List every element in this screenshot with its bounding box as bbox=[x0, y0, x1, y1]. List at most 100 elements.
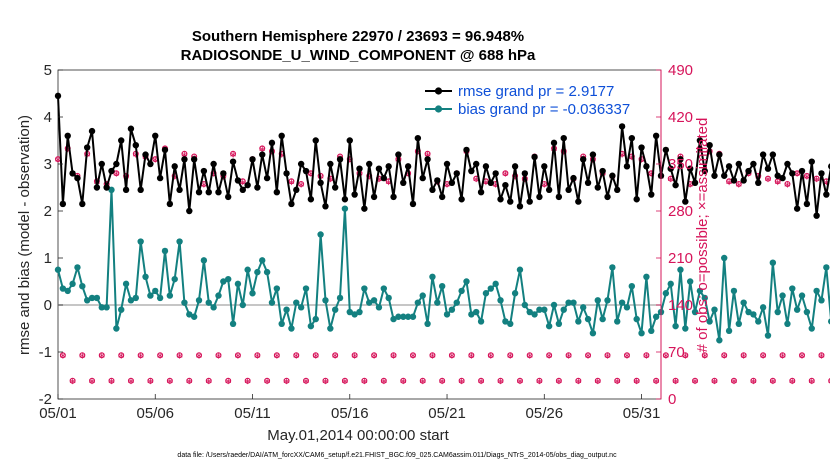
rmse-point bbox=[628, 134, 636, 142]
obs-possible-marker bbox=[69, 377, 76, 384]
rmse-point bbox=[755, 179, 762, 186]
obs-assimilated-marker: * bbox=[293, 352, 300, 367]
bias-point bbox=[555, 320, 563, 327]
rmse-point bbox=[307, 196, 315, 203]
bias-point bbox=[793, 306, 801, 313]
obs-possible-marker bbox=[225, 377, 232, 384]
rmse-point bbox=[147, 160, 154, 168]
bias-point bbox=[526, 308, 533, 316]
bias-point bbox=[662, 290, 670, 297]
obs-assimilated-marker: * bbox=[118, 352, 125, 367]
rmse-point bbox=[288, 200, 295, 208]
rmse-point bbox=[774, 172, 781, 179]
bias-point bbox=[468, 311, 475, 318]
rmse-point bbox=[59, 200, 67, 208]
y-left-tick-label: 4 bbox=[44, 109, 52, 126]
y-right-tick-label: 70 bbox=[668, 344, 685, 361]
obs-possible-marker bbox=[565, 352, 572, 359]
obs-possible-marker bbox=[828, 377, 830, 384]
rmse-point bbox=[93, 184, 101, 191]
obs-possible-marker bbox=[137, 352, 144, 359]
obs-assimilated-marker: * bbox=[478, 377, 485, 392]
rmse-point bbox=[604, 193, 611, 201]
bias-point bbox=[550, 301, 558, 309]
obs-assimilated-marker: * bbox=[565, 352, 572, 367]
obs-assimilated-marker: * bbox=[604, 352, 611, 367]
bias-point bbox=[604, 297, 611, 304]
y-right-tick-label: 280 bbox=[668, 203, 693, 220]
rmse-point bbox=[560, 134, 567, 142]
bias-point bbox=[511, 290, 519, 297]
obs-possible-marker bbox=[760, 352, 767, 359]
bias-point bbox=[502, 318, 509, 325]
rmse-point bbox=[492, 170, 499, 177]
obs-assimilated-marker: * bbox=[789, 377, 796, 392]
obs-assimilated-marker: * bbox=[395, 156, 402, 171]
bias-point bbox=[147, 292, 154, 299]
bias-point bbox=[64, 287, 71, 295]
rmse-point bbox=[735, 160, 743, 168]
rmse-point bbox=[711, 172, 718, 179]
rmse-point bbox=[380, 174, 388, 182]
rmse-point bbox=[64, 132, 71, 139]
obs-possible-marker bbox=[371, 352, 378, 359]
rmse-point bbox=[701, 167, 708, 175]
rmse-point bbox=[195, 189, 203, 196]
rmse-point bbox=[356, 165, 363, 172]
obs-assimilated-marker: * bbox=[813, 175, 820, 190]
obs-assimilated-marker: * bbox=[687, 180, 694, 195]
bias-point bbox=[633, 315, 640, 323]
obs-assimilated-marker: * bbox=[721, 352, 728, 367]
obs-possible-marker bbox=[769, 377, 776, 384]
bias-point bbox=[190, 313, 198, 320]
obs-possible-marker bbox=[458, 377, 465, 384]
rmse-point bbox=[181, 156, 188, 163]
bias-point bbox=[132, 294, 140, 302]
obs-possible-marker bbox=[98, 352, 105, 359]
obs-possible-marker bbox=[643, 352, 650, 359]
obs-possible-marker bbox=[478, 377, 485, 384]
obs-assimilated-marker: * bbox=[84, 150, 91, 165]
bias-point bbox=[769, 259, 777, 266]
bias-point bbox=[579, 304, 587, 311]
rmse-point bbox=[409, 200, 417, 208]
rmse-point bbox=[584, 179, 592, 186]
obs-assimilated-marker: * bbox=[89, 377, 96, 392]
obs-assimilated-marker: * bbox=[483, 178, 490, 193]
rmse-point bbox=[443, 160, 451, 168]
rmse-point bbox=[122, 186, 130, 194]
obs-assimilated-marker: * bbox=[133, 150, 140, 165]
bias-point bbox=[560, 306, 567, 313]
obs-possible-marker bbox=[623, 352, 630, 359]
bias-point bbox=[706, 318, 713, 325]
bias-point bbox=[156, 294, 164, 302]
rmse-point bbox=[798, 167, 806, 175]
obs-possible-marker bbox=[390, 352, 397, 359]
obs-assimilated-marker: * bbox=[643, 352, 650, 367]
obs-assimilated-marker: * bbox=[157, 352, 164, 367]
obs-possible-marker bbox=[575, 377, 582, 384]
obs-assimilated-marker: * bbox=[419, 377, 426, 392]
bias-point bbox=[103, 304, 110, 311]
rmse-point bbox=[370, 193, 378, 201]
obs-assimilated-marker: * bbox=[809, 377, 816, 392]
obs-possible-marker bbox=[147, 377, 154, 384]
bias-point bbox=[521, 301, 529, 309]
bias-point bbox=[171, 275, 178, 283]
bias-point bbox=[118, 306, 125, 313]
bias-point bbox=[98, 304, 105, 311]
obs-possible-marker bbox=[692, 377, 699, 384]
obs-assimilated-marker: * bbox=[575, 377, 582, 392]
rmse-point bbox=[312, 137, 319, 144]
obs-possible-marker bbox=[419, 377, 426, 384]
obs-assimilated-marker: * bbox=[327, 175, 334, 190]
bias-point bbox=[327, 325, 334, 332]
obs-possible-marker bbox=[288, 178, 295, 185]
bias-point bbox=[283, 306, 290, 313]
obs-possible-marker bbox=[594, 377, 601, 384]
bias-point bbox=[108, 186, 115, 194]
obs-possible-marker bbox=[536, 377, 543, 384]
rmse-point bbox=[458, 196, 465, 203]
obs-possible-marker bbox=[157, 352, 164, 359]
obs-possible-marker bbox=[244, 377, 251, 384]
